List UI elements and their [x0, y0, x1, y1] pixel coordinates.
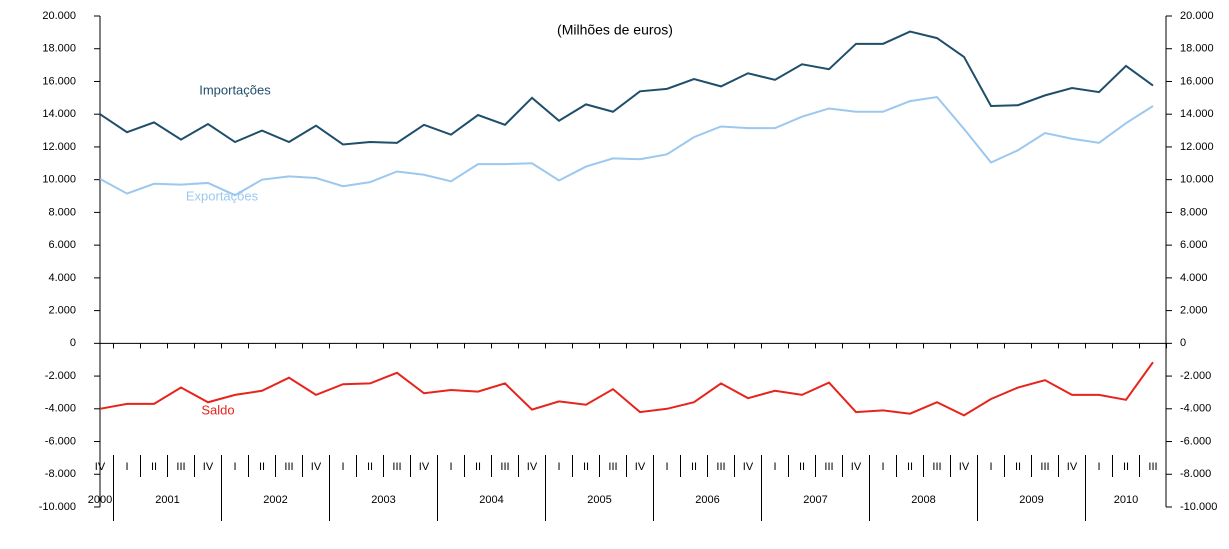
x-tick-label: II — [799, 461, 805, 473]
x-group-label: 2007 — [803, 494, 827, 506]
x-tick-label: II — [907, 461, 913, 473]
y2-tick-label: 0 — [1180, 337, 1186, 349]
x-group-label: 2003 — [371, 494, 395, 506]
x-tick-label: III — [932, 461, 941, 473]
y2-tick-label: 18.000 — [1180, 43, 1214, 55]
x-tick-label: II — [151, 461, 157, 473]
series-line — [99, 361, 1154, 417]
x-tick-label: III — [716, 461, 725, 473]
y2-tick-label: 20.000 — [1180, 10, 1214, 22]
x-tick-label: I — [557, 461, 560, 473]
x-tick-label: I — [1097, 461, 1100, 473]
x-tick-label: II — [1123, 461, 1129, 473]
y2-tick-label: 6.000 — [1180, 239, 1208, 251]
y2-tick-label: -8.000 — [1180, 468, 1211, 480]
y-tick-label: 12.000 — [42, 141, 76, 153]
y2-tick-label: -4.000 — [1180, 403, 1211, 415]
x-group-label: 2008 — [911, 494, 935, 506]
x-group-label: 2001 — [155, 494, 179, 506]
y2-tick-label: 8.000 — [1180, 206, 1208, 218]
x-tick-label: III — [1040, 461, 1049, 473]
y2-tick-label: -6.000 — [1180, 435, 1211, 447]
x-tick-label: I — [341, 461, 344, 473]
x-group-label: 2010 — [1114, 494, 1138, 506]
y-tick-label: 8.000 — [48, 206, 76, 218]
x-group-label: 2005 — [587, 494, 611, 506]
x-tick-label: III — [500, 461, 509, 473]
y2-tick-label: 14.000 — [1180, 108, 1214, 120]
y2-tick-label: 10.000 — [1180, 174, 1214, 186]
y-tick-label: 10.000 — [42, 174, 76, 186]
x-tick-label: III — [608, 461, 617, 473]
x-tick-label: III — [392, 461, 401, 473]
x-group-label: 2004 — [479, 494, 503, 506]
series-line — [99, 95, 1154, 197]
x-group-label: 2000 — [88, 494, 112, 506]
x-tick-label: IV — [203, 461, 214, 473]
x-tick-label: II — [259, 461, 265, 473]
series-label: Importações — [199, 82, 271, 97]
x-tick-label: III — [176, 461, 185, 473]
y-tick-label: 6.000 — [48, 239, 76, 251]
y2-tick-label: 16.000 — [1180, 75, 1214, 87]
x-tick-label: I — [665, 461, 668, 473]
y-tick-label: -2.000 — [45, 370, 76, 382]
x-tick-label: IV — [743, 461, 754, 473]
x-tick-label: IV — [959, 461, 970, 473]
x-tick-label: IV — [635, 461, 646, 473]
x-tick-label: IV — [851, 461, 862, 473]
x-tick-label: I — [125, 461, 128, 473]
y-tick-label: 2.000 — [48, 305, 76, 317]
x-tick-label: IV — [95, 461, 106, 473]
series-line — [99, 30, 1154, 146]
y-tick-label: 14.000 — [42, 108, 76, 120]
chart-title: (Milhões de euros) — [557, 22, 673, 38]
y-tick-label: -10.000 — [39, 501, 76, 513]
x-group-label: 2009 — [1019, 494, 1043, 506]
x-tick-label: I — [449, 461, 452, 473]
x-group-label: 2002 — [263, 494, 287, 506]
x-tick-label: I — [773, 461, 776, 473]
x-tick-label: III — [824, 461, 833, 473]
x-group-label: 2006 — [695, 494, 719, 506]
x-tick-label: I — [881, 461, 884, 473]
x-tick-label: III — [1148, 461, 1157, 473]
y2-tick-label: 2.000 — [1180, 305, 1208, 317]
y2-tick-label: 12.000 — [1180, 141, 1214, 153]
x-tick-label: II — [367, 461, 373, 473]
x-tick-label: II — [691, 461, 697, 473]
y-tick-label: -8.000 — [45, 468, 76, 480]
y2-tick-label: -10.000 — [1180, 501, 1217, 513]
x-tick-label: I — [233, 461, 236, 473]
x-tick-label: II — [475, 461, 481, 473]
x-tick-label: III — [284, 461, 293, 473]
y2-tick-label: 4.000 — [1180, 272, 1208, 284]
x-tick-label: IV — [527, 461, 538, 473]
y-tick-label: 16.000 — [42, 75, 76, 87]
y-tick-label: 20.000 — [42, 10, 76, 22]
x-tick-label: IV — [1067, 461, 1078, 473]
x-tick-label: IV — [419, 461, 430, 473]
x-tick-label: II — [583, 461, 589, 473]
y-tick-label: 0 — [70, 337, 76, 349]
y-tick-label: -6.000 — [45, 435, 76, 447]
y-tick-label: -4.000 — [45, 403, 76, 415]
series-label: Exportações — [186, 188, 259, 203]
x-tick-label: IV — [311, 461, 322, 473]
y2-tick-label: -2.000 — [1180, 370, 1211, 382]
x-tick-label: II — [1015, 461, 1021, 473]
x-tick-label: I — [989, 461, 992, 473]
y-tick-label: 4.000 — [48, 272, 76, 284]
y-tick-label: 18.000 — [42, 43, 76, 55]
series-label: Saldo — [201, 402, 234, 417]
